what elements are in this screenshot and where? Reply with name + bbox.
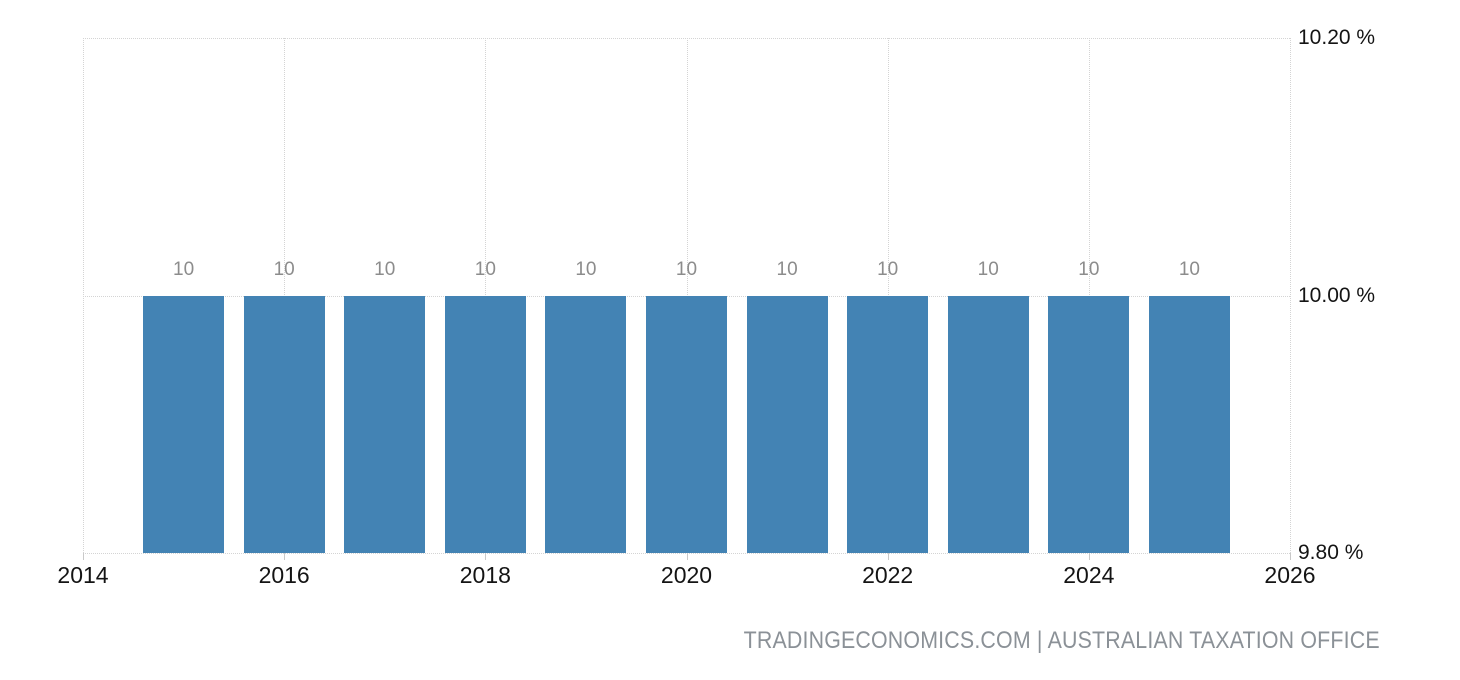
bar-2018[interactable] bbox=[444, 295, 526, 553]
bar-value-label: 10 bbox=[776, 258, 798, 280]
bar-2024[interactable] bbox=[1048, 295, 1130, 553]
bar-value-label: 10 bbox=[1178, 258, 1200, 280]
bar-value-label: 10 bbox=[374, 258, 396, 280]
x-axis-tick bbox=[887, 553, 889, 560]
bar-2021[interactable] bbox=[746, 295, 828, 553]
bar-value-label: 10 bbox=[877, 258, 899, 280]
bar-value-label: 10 bbox=[1078, 258, 1100, 280]
bar-2020[interactable] bbox=[646, 295, 727, 553]
x-axis-label: 2024 bbox=[1063, 562, 1115, 588]
x-axis-tick bbox=[686, 553, 688, 560]
x-axis-tick bbox=[1088, 553, 1090, 560]
source-attribution: TRADINGECONOMICS.COM | AUSTRALIAN TAXATI… bbox=[743, 627, 1380, 654]
x-axis-tick bbox=[485, 553, 487, 560]
x-axis-label: 2020 bbox=[660, 562, 713, 588]
x-axis-tick bbox=[83, 553, 84, 560]
bar-2017[interactable] bbox=[344, 295, 426, 553]
bar-2022[interactable] bbox=[847, 295, 929, 553]
bar-2023[interactable] bbox=[947, 295, 1029, 553]
x-axis-label: 2022 bbox=[862, 562, 914, 588]
x-axis-tick bbox=[1290, 553, 1291, 560]
gridline-vertical bbox=[83, 38, 84, 553]
bar-value-label: 10 bbox=[575, 258, 597, 280]
bar-value-label: 10 bbox=[977, 258, 999, 280]
bar-2025[interactable] bbox=[1148, 295, 1230, 553]
x-axis-label: 2026 bbox=[1264, 562, 1316, 588]
x-axis-label: 2016 bbox=[258, 562, 310, 588]
x-axis-label: 2018 bbox=[459, 562, 511, 588]
bar-value-label: 10 bbox=[675, 258, 698, 280]
x-axis-tick bbox=[284, 553, 286, 560]
bar-value-label: 10 bbox=[273, 258, 295, 280]
bar-value-label: 10 bbox=[474, 258, 496, 280]
bar-2019[interactable] bbox=[545, 295, 627, 553]
gridline-vertical bbox=[1290, 38, 1291, 553]
y-axis-label: 10.20 % bbox=[1298, 26, 1376, 49]
bar-2016[interactable] bbox=[243, 295, 325, 553]
bar-value-label: 10 bbox=[173, 258, 195, 280]
y-axis-label: 10.00 % bbox=[1298, 283, 1376, 307]
bar-2015[interactable] bbox=[143, 295, 225, 553]
y-axis-label: 9.80 % bbox=[1298, 541, 1364, 564]
x-axis-label: 2014 bbox=[57, 562, 109, 588]
